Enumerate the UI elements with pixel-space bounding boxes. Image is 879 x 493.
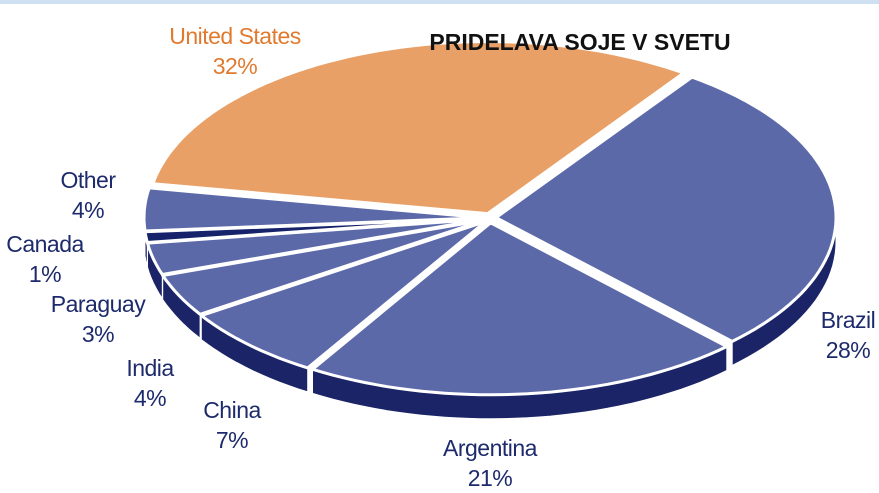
- slice-label: Brazil: [821, 307, 876, 333]
- slice-label: Paraguay: [51, 291, 146, 317]
- slice-label: Canada: [6, 231, 84, 257]
- pie-slice: [311, 221, 729, 397]
- slice-label: Argentina: [443, 435, 538, 461]
- pie-tops: [142, 40, 838, 397]
- pie-slice: [142, 186, 486, 233]
- pie-slice: [199, 219, 488, 370]
- slice-label: India: [126, 355, 174, 381]
- slice-value-label: 3%: [82, 321, 114, 347]
- slice-value-label: 21%: [468, 465, 513, 491]
- slice-value-label: 1%: [29, 261, 61, 287]
- labels: United States 32% Brazil 28% Argentina 21% Chi…: [6, 23, 876, 491]
- pie-slice: [494, 75, 838, 343]
- slice-value-label: 32%: [213, 53, 258, 79]
- slice-value-label: 7%: [216, 427, 248, 453]
- slice-label: United States: [169, 23, 301, 49]
- slice-label: China: [203, 397, 261, 423]
- slice-value-label: 4%: [72, 197, 104, 223]
- slice-value-label: 4%: [134, 385, 166, 411]
- pie-slice: [161, 218, 487, 316]
- slice-label: Other: [60, 167, 116, 193]
- pie-slice: [151, 40, 686, 216]
- slice-value-label: 28%: [826, 337, 871, 363]
- chart-title: PRIDELAVA SOJE V SVETU: [429, 29, 730, 55]
- pie-slice: [146, 217, 486, 276]
